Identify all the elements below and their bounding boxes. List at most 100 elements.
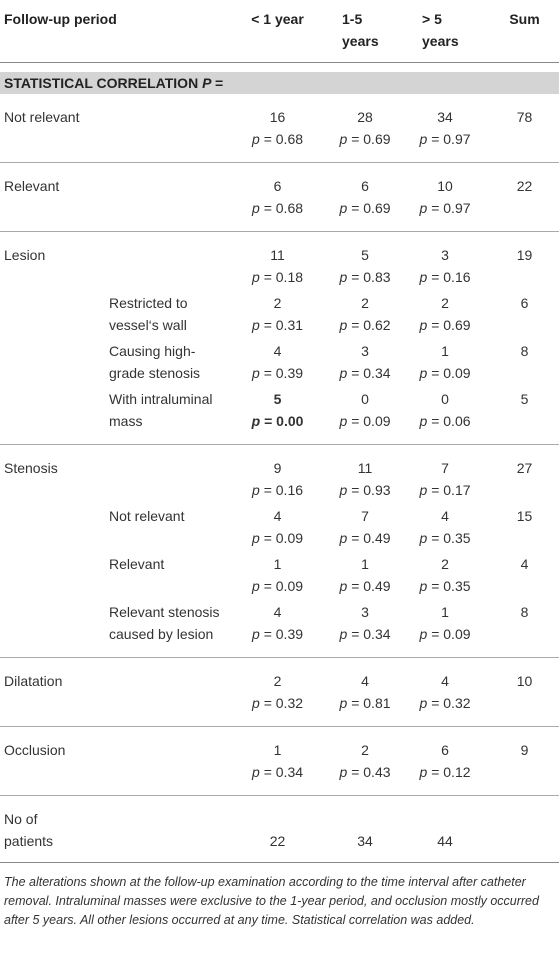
p-symbol: p (339, 131, 348, 147)
sum: 19 (516, 247, 533, 263)
p-value: p = 0.17 (404, 479, 486, 501)
p-symbol: p (251, 413, 261, 429)
table-figure: Follow-up period < 1 year 1-5 years > 5 yea… (0, 0, 559, 927)
table-row: Causing high-grade stenosis 4 p = 0.39 3 p =… (0, 338, 559, 386)
p-value: p = 0.93 (334, 479, 396, 501)
sum: 4 (520, 556, 529, 572)
p-equals: = (351, 317, 360, 333)
p-equals: = (264, 413, 273, 429)
label-cell (0, 338, 105, 386)
table-row: With intraluminal mass 5 p = 0.00 0 p = 0.09… (0, 386, 559, 445)
p-equals: = (263, 365, 272, 381)
p-number: 0.09 (443, 626, 471, 642)
p-symbol: p (252, 695, 260, 711)
p-symbol: p (252, 626, 260, 642)
sublabel-cell (105, 727, 225, 796)
p-number: 0.31 (275, 317, 304, 333)
patients-row: No of patients 22 34 44 (0, 795, 559, 863)
sum-cell: 27 (490, 445, 559, 504)
label-cell (0, 386, 105, 445)
sublabel-cell (105, 163, 225, 232)
p-equals: = (263, 317, 272, 333)
label-cell: Dilatation (0, 658, 105, 727)
table-row: Relevant 6 p = 0.68 6 p = 0.69 10 p = 0.97 22 (0, 162, 559, 232)
p-number: 0.83 (363, 269, 391, 285)
p-value: p = 0.09 (404, 623, 486, 645)
p-value: p = 0.32 (229, 692, 326, 714)
count: 11 (357, 460, 373, 476)
p-value: p = 0.39 (229, 623, 326, 645)
p-number: 0.69 (363, 131, 391, 147)
count: 34 (357, 833, 373, 849)
p-symbol: p (419, 482, 428, 498)
p-value: p = 0.81 (334, 692, 396, 714)
header-cell: Follow-up period (0, 0, 225, 63)
p-symbol: p (339, 530, 348, 546)
section-cell: STATISTICAL CORRELATION P = (0, 72, 559, 94)
count: 1 (273, 556, 282, 572)
value-cell: 22 (225, 796, 330, 863)
p-symbol: p (419, 695, 428, 711)
p-number: 0.34 (363, 626, 391, 642)
sublabel-cell: Not relevant (105, 503, 225, 551)
label-cell: No of patients (0, 796, 105, 863)
p-number: 0.43 (363, 764, 391, 780)
p-value: p = 0.16 (404, 266, 486, 288)
table-row: Relevant 1 p = 0.09 1 p = 0.49 2 p = 0.35 4 (0, 551, 559, 599)
p-number: 0.69 (443, 317, 471, 333)
p-value: p = 0.68 (229, 197, 326, 219)
header-cell: 1-5 years (330, 0, 400, 63)
p-equals: = (431, 764, 440, 780)
p-equals: = (431, 200, 440, 216)
p-symbol: p (252, 269, 260, 285)
header-text: Sum (509, 11, 540, 27)
header-row: Follow-up period < 1 year 1-5 years > 5 yea… (0, 0, 559, 63)
p-value: p = 0.69 (334, 197, 396, 219)
p-symbol: p (419, 764, 428, 780)
row-label: Occlusion (4, 742, 66, 758)
sum: 10 (516, 673, 533, 689)
sum: 27 (516, 460, 533, 476)
p-value: p = 0.00 (229, 410, 326, 432)
p-equals: = (263, 626, 272, 642)
count: 0 (361, 391, 369, 407)
count: 2 (273, 295, 282, 311)
p-value: p = 0.09 (404, 362, 486, 384)
p-number: 0.49 (363, 530, 391, 546)
count: 7 (361, 508, 369, 524)
p-equals: = (351, 482, 360, 498)
p-symbol: p (419, 269, 428, 285)
table-row: Not relevant 4 p = 0.09 7 p = 0.49 4 p = 0.35 1… (0, 503, 559, 551)
label-cell (0, 503, 105, 551)
p-number: 0.32 (443, 695, 471, 711)
sum-cell (490, 796, 559, 863)
sublabel-cell: Restricted to vessel‘s wall (105, 290, 225, 338)
p-number: 0.81 (363, 695, 391, 711)
section-row: STATISTICAL CORRELATION P = (0, 72, 559, 94)
count: 2 (361, 295, 369, 311)
p-symbol: p (419, 626, 428, 642)
p-symbol: p (252, 317, 260, 333)
sum: 22 (516, 178, 533, 194)
p-symbol: p (252, 365, 260, 381)
p-symbol: p (419, 200, 428, 216)
sublabel-cell (105, 232, 225, 291)
count: 1 (273, 742, 282, 758)
p-symbol: p (419, 530, 428, 546)
count: 2 (441, 556, 449, 572)
p-number: 0.69 (363, 200, 391, 216)
label-cell: Relevant (0, 163, 105, 232)
p-value: p = 0.49 (334, 575, 396, 597)
p-number: 0.18 (275, 269, 304, 285)
p-number: 0.09 (443, 365, 471, 381)
p-value: p = 0.06 (404, 410, 486, 432)
count: 22 (269, 833, 286, 849)
